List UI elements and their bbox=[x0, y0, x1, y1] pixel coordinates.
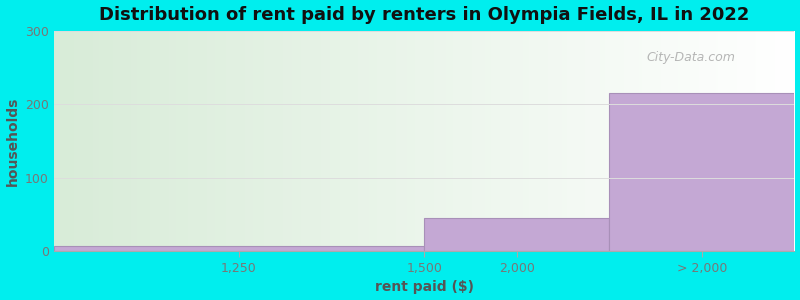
X-axis label: rent paid ($): rent paid ($) bbox=[374, 280, 474, 294]
Bar bbox=[54, 246, 424, 251]
Title: Distribution of rent paid by renters in Olympia Fields, IL in 2022: Distribution of rent paid by renters in … bbox=[99, 6, 750, 24]
Y-axis label: households: households bbox=[6, 96, 19, 186]
Text: City-Data.com: City-Data.com bbox=[646, 51, 735, 64]
Bar bbox=[424, 218, 610, 251]
Bar bbox=[610, 93, 794, 251]
